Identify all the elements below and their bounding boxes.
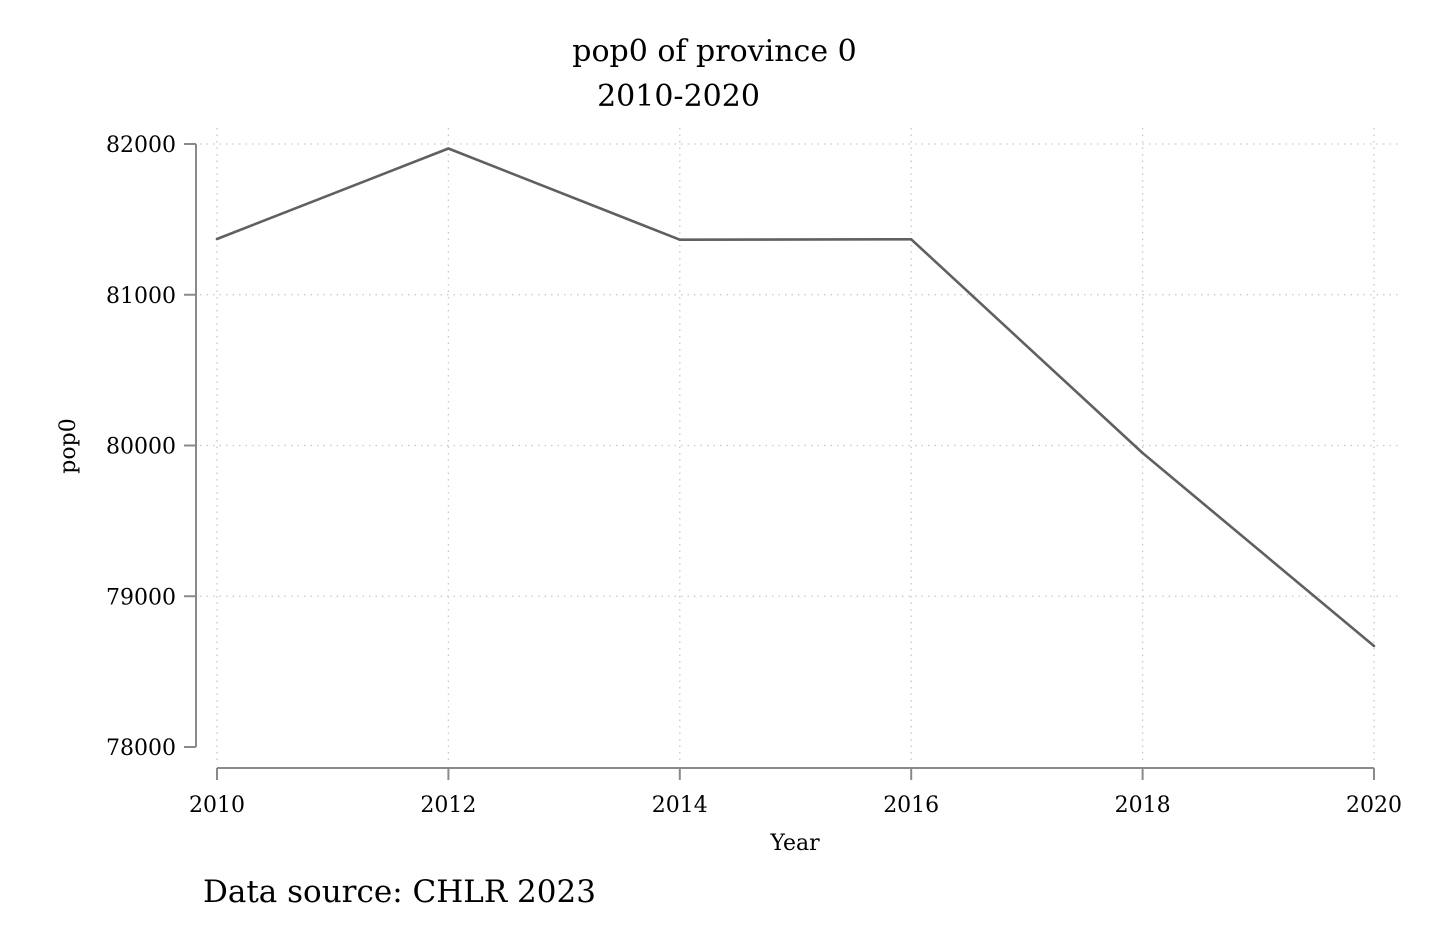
y-tick-label: 79000 — [106, 585, 176, 610]
data-source-note: Data source: CHLR 2023 — [203, 874, 596, 910]
x-axis-label: Year — [769, 831, 820, 856]
y-tick-label: 82000 — [106, 133, 176, 158]
y-tick-label: 80000 — [106, 435, 176, 460]
data-point — [1372, 644, 1376, 648]
series-line — [216, 147, 1375, 647]
y-tick-label: 81000 — [106, 284, 176, 309]
x-tick-label: 2014 — [652, 793, 708, 818]
axes — [184, 143, 1375, 780]
series — [215, 147, 1376, 648]
data-point — [909, 237, 913, 241]
x-tick-label: 2018 — [1115, 793, 1171, 818]
x-tick-label: 2020 — [1346, 793, 1402, 818]
chart-title: pop0 of province 0 — [572, 34, 857, 69]
data-point — [1141, 451, 1144, 455]
x-tick-label: 2016 — [883, 793, 939, 818]
y-axis-label: pop0 — [56, 418, 81, 473]
data-point — [447, 147, 450, 150]
grid — [200, 128, 1398, 760]
chart-subtitle: 2010-2020 — [597, 79, 760, 114]
data-point — [678, 238, 682, 242]
y-tick-label: 78000 — [106, 736, 176, 761]
data-point — [215, 237, 219, 241]
labels: 78000 79000 80000 81000 82000 2010 2012 2014 201… — [56, 133, 1402, 856]
x-tick-label: 2010 — [189, 793, 245, 818]
x-tick-label: 2012 — [420, 793, 476, 818]
